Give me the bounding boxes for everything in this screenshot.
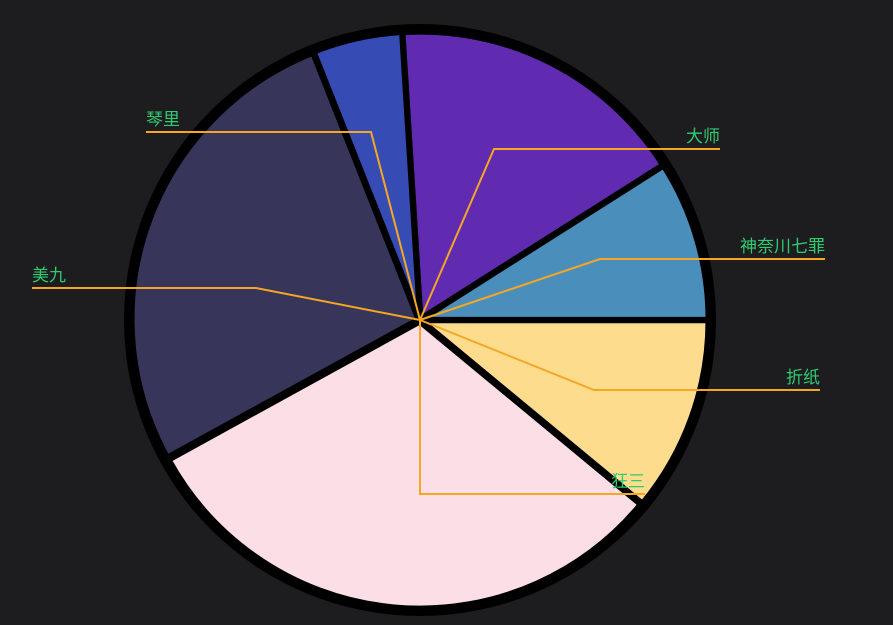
slice-label: 大师 — [686, 127, 720, 147]
leader-line — [32, 287, 421, 321]
pie-slice — [165, 319, 644, 611]
pie-slice — [129, 50, 422, 461]
slice-label: 狂三 — [611, 472, 645, 492]
pie-slice — [415, 318, 711, 507]
slice-label: 神奈川七罪 — [740, 237, 825, 257]
leader-line — [419, 320, 645, 495]
leader-line — [419, 319, 820, 391]
slice-label: 琴里 — [146, 110, 180, 130]
leader-line — [419, 148, 720, 321]
slice-label: 折纸 — [786, 368, 820, 388]
slice-label: 美九 — [32, 266, 66, 286]
pie-slices — [129, 29, 711, 611]
leader-line — [146, 131, 421, 321]
pie-slice — [413, 162, 711, 322]
leader-lines — [32, 131, 825, 495]
leader-line — [419, 258, 825, 321]
pie-slice — [400, 29, 666, 323]
